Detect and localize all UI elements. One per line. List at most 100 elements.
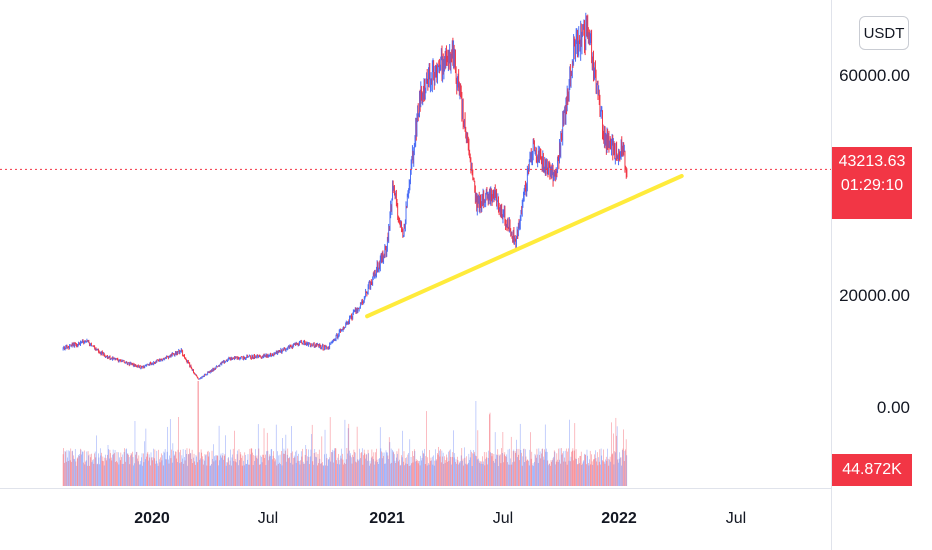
volume-bar [166, 451, 168, 486]
volume-bar [354, 452, 356, 486]
volume-bar [546, 448, 547, 486]
volume-bar [548, 465, 549, 486]
volume-bar [528, 465, 530, 486]
volume-bar [623, 461, 625, 486]
volume-bar [524, 462, 525, 486]
volume-bar [539, 451, 541, 486]
volume-bar [376, 459, 378, 486]
volume-bar [136, 451, 138, 486]
volume-bar [439, 456, 441, 486]
volume-bar [383, 452, 385, 486]
volume-bar [428, 463, 429, 486]
volume-bar [492, 460, 494, 486]
volume-bar [618, 462, 619, 486]
volume-bar [553, 450, 555, 486]
volume-bar [162, 455, 163, 486]
volume-bar [152, 457, 154, 486]
volume-bar [160, 453, 162, 486]
volume-bar [609, 459, 610, 486]
volume-bar [224, 454, 226, 486]
volume-bar [321, 436, 323, 486]
volume-bar [379, 427, 381, 486]
price-chart[interactable] [0, 0, 831, 550]
volume-bar [150, 452, 152, 486]
volume-bar [128, 454, 129, 486]
volume-bar [163, 451, 165, 486]
volume-bar [356, 426, 358, 486]
volume-bar [561, 448, 562, 486]
volume-bar [590, 464, 592, 486]
volume-bar [306, 448, 307, 486]
volume-bar [358, 459, 360, 486]
volume-bar [86, 451, 88, 486]
volume-bar [110, 453, 111, 486]
volume-bar [72, 450, 73, 486]
volume-bar [238, 449, 240, 486]
volume-bar [491, 453, 492, 486]
volume-bar [317, 453, 319, 486]
volume-bar [365, 454, 367, 486]
volume-bar [85, 460, 87, 486]
volume-bar [64, 462, 65, 486]
volume-bar [363, 455, 364, 486]
volume-bar [218, 425, 220, 486]
volume-bar [285, 434, 287, 486]
volume-bar [489, 412, 491, 486]
volume-bar [439, 450, 440, 486]
volume-bar [196, 462, 198, 486]
volume-bar [219, 460, 221, 486]
volume-bar [535, 455, 536, 486]
volume-bar [74, 459, 75, 486]
volume-bar [247, 459, 248, 486]
volume-bar [616, 435, 617, 486]
volume-bar [514, 451, 516, 486]
volume-bar [546, 451, 548, 486]
volume-bar [556, 453, 558, 486]
currency-button[interactable]: USDT [859, 16, 909, 50]
volume-bar [402, 430, 404, 486]
volume-bar [167, 426, 169, 486]
volume-bar [343, 464, 344, 486]
volume-bar [510, 436, 512, 486]
volume-bar [347, 428, 349, 486]
volume-bar [308, 457, 310, 486]
volume-bar [189, 452, 191, 486]
volume-bar [220, 455, 221, 486]
volume-bar [269, 454, 271, 486]
volume-bar [300, 451, 302, 486]
volume-bar [602, 460, 603, 486]
volume-bar [252, 452, 253, 486]
volume-bar [78, 454, 79, 486]
volume-bar [206, 465, 208, 486]
volume-bar [545, 451, 547, 486]
volume-bar [272, 459, 273, 486]
volume-bar [248, 464, 249, 486]
volume-bar [369, 465, 370, 486]
volume-bar [379, 458, 380, 486]
volume-bar [476, 459, 478, 486]
volume-bar [560, 463, 561, 486]
volume-bar [335, 448, 337, 486]
volume-bar [507, 449, 509, 486]
volume-bar [424, 448, 425, 486]
volume-bar [183, 463, 185, 486]
volume-bar [351, 457, 352, 486]
volume-bar [552, 460, 553, 486]
volume-bar [532, 465, 533, 486]
volume-bar [581, 464, 583, 486]
volume-bar [566, 464, 568, 486]
volume-bar [153, 448, 154, 486]
volume-bar [573, 450, 575, 486]
volume-bar [558, 448, 560, 486]
volume-bar [355, 461, 357, 486]
volume-bar [410, 457, 412, 486]
volume-bar [610, 461, 612, 486]
volume-bar [395, 462, 396, 486]
volume-bar [126, 453, 128, 486]
volume-bar [444, 462, 446, 486]
volume-bar [261, 462, 263, 486]
volume-bar [392, 451, 394, 486]
volume-bar [620, 457, 622, 486]
volume-bar [472, 453, 473, 486]
volume-bar [533, 465, 534, 486]
